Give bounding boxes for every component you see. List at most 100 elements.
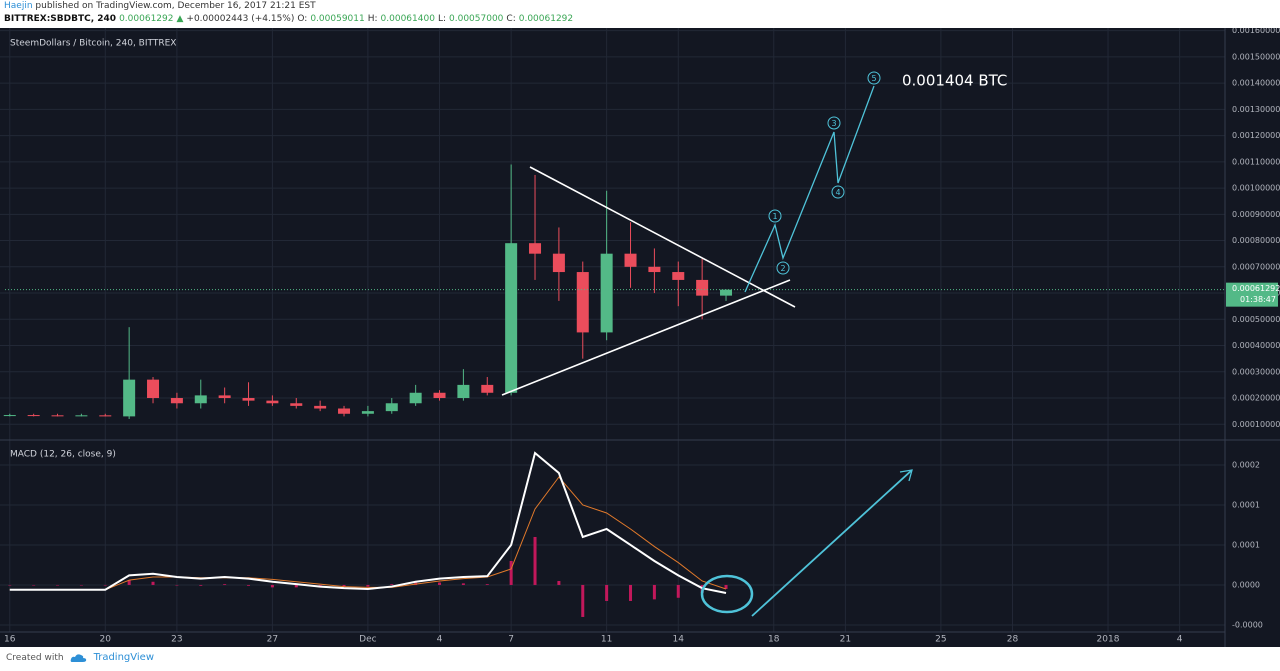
histogram-bar xyxy=(175,584,179,586)
y-tick-label: 0.00150000 xyxy=(1232,52,1280,61)
o-label: O: xyxy=(297,14,308,24)
highlight xyxy=(700,574,754,614)
candle-body xyxy=(290,403,303,406)
histogram-bar xyxy=(56,584,60,586)
wave-label: 1 xyxy=(772,212,777,221)
candle-body xyxy=(720,289,733,296)
wave-label: 2 xyxy=(780,264,785,273)
histogram-bar xyxy=(461,583,465,585)
quote-line: BITTREX:SBDBTC, 240 0.00061292 ▲ +0.0000… xyxy=(4,13,573,26)
header: Haejin published on TradingView.com, Dec… xyxy=(4,0,573,26)
histogram-bar xyxy=(676,584,680,598)
y-tick-label: 0.00110000 xyxy=(1232,157,1280,166)
wave-circle xyxy=(831,185,845,199)
wave-circle xyxy=(867,71,881,85)
candle-body xyxy=(529,243,542,254)
y-tick-label: 0.00130000 xyxy=(1232,105,1280,114)
histogram-bar xyxy=(103,584,107,586)
histogram-bar xyxy=(294,584,298,588)
candle-body xyxy=(672,272,685,280)
candle-body xyxy=(338,408,351,414)
candle-body xyxy=(433,392,446,399)
histogram-bar xyxy=(366,584,370,587)
histogram-bar xyxy=(438,582,442,585)
footer: Created with TradingView xyxy=(6,652,154,663)
candle-body xyxy=(266,400,279,404)
annotation: 0.001404 BTC xyxy=(902,72,1007,90)
histogram-bar xyxy=(581,584,585,617)
macd-title: MACD (12, 26, close, 9) xyxy=(10,450,116,460)
x-tick-label: 23 xyxy=(171,635,182,645)
arrow-head xyxy=(899,469,913,482)
histogram-bar xyxy=(533,536,537,585)
histogram-bar xyxy=(652,584,656,600)
y-tick-label: 0.00120000 xyxy=(1232,131,1280,140)
candle-body xyxy=(696,279,709,296)
last-price: 0.00061292 xyxy=(1232,284,1280,293)
l-label: L: xyxy=(437,14,446,24)
h-label: H: xyxy=(367,14,378,24)
histogram-bar xyxy=(247,584,251,586)
trend-line xyxy=(501,279,791,396)
candle-body xyxy=(624,253,637,267)
histogram-bar xyxy=(724,584,728,589)
candle-body xyxy=(409,392,422,404)
y-tick-label: 0.00080000 xyxy=(1232,236,1280,245)
y-tick-label: 0.00140000 xyxy=(1232,79,1280,88)
histogram-bar xyxy=(8,584,12,586)
created: Created with xyxy=(6,652,64,663)
y-tick-label: 0.0000 xyxy=(1232,580,1260,589)
macd-line xyxy=(9,451,727,594)
histogram-bar xyxy=(390,584,394,585)
wave-circle xyxy=(768,209,782,223)
histogram-bar xyxy=(270,584,274,588)
y-tick-label: 0.00090000 xyxy=(1232,210,1280,219)
histogram-bar xyxy=(79,584,83,586)
x-tick-label: Dec xyxy=(359,635,376,645)
y-tick-label: 0.0001 xyxy=(1232,540,1260,549)
x-tick-label: 16 xyxy=(4,635,16,645)
publisher[interactable]: Haejin xyxy=(4,1,33,11)
open: 0.00059011 xyxy=(310,14,365,24)
x-tick-label: 21 xyxy=(840,635,851,645)
y-tick-label: 0.00100000 xyxy=(1232,184,1280,193)
symbol: BITTREX:SBDBTC, 240 xyxy=(4,14,117,24)
candle-body xyxy=(576,272,589,333)
close: 0.00061292 xyxy=(518,14,574,24)
candle-body xyxy=(51,415,64,417)
candle-body xyxy=(99,415,112,417)
histogram-bar xyxy=(127,580,131,585)
c-label: C: xyxy=(506,14,516,24)
candle-body xyxy=(147,379,160,399)
x-tick-label: 18 xyxy=(768,635,780,645)
histogram-bar xyxy=(342,584,346,587)
drawings xyxy=(501,166,796,396)
y-tick-label: 0.00160000 xyxy=(1232,28,1280,35)
candle-body xyxy=(457,384,470,399)
y-tick-label: 0.0001 xyxy=(1232,500,1260,509)
candle-body xyxy=(123,379,136,417)
x-tick-label: 4 xyxy=(1177,635,1183,645)
y-tick-label: 0.00040000 xyxy=(1232,341,1280,350)
countdown: 01:38:47 xyxy=(1240,295,1276,304)
x-tick-label: 14 xyxy=(673,635,685,645)
wave-label: 5 xyxy=(871,74,876,83)
wave-path xyxy=(744,85,875,293)
arrow-line xyxy=(751,469,913,617)
wave-label: 3 xyxy=(831,119,836,128)
logo xyxy=(70,653,86,662)
candle-body xyxy=(27,415,40,417)
histogram-bar xyxy=(557,580,561,585)
brand[interactable]: TradingView xyxy=(93,652,154,663)
x-tick-label: 7 xyxy=(508,635,514,645)
wave-labels: 1 2 3 4 5 xyxy=(768,71,881,275)
candle-body xyxy=(75,415,88,417)
background xyxy=(0,28,1280,647)
candle-body xyxy=(552,253,565,273)
signal-line xyxy=(9,476,727,591)
last-price-box xyxy=(1226,282,1278,307)
projection xyxy=(700,85,913,617)
histogram-bar xyxy=(605,584,609,601)
marks xyxy=(3,164,1225,617)
